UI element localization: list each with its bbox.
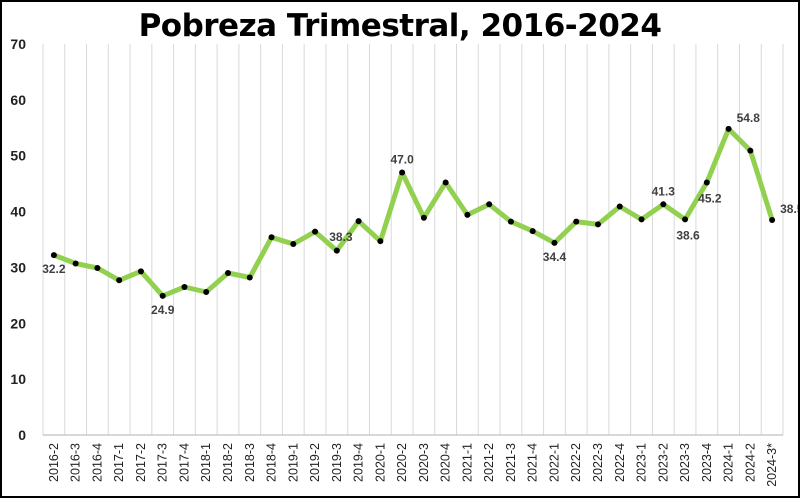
x-tick-label: 2019-3 xyxy=(330,443,344,482)
x-tick-label: 2019-2 xyxy=(308,443,322,482)
data-label: 24.9 xyxy=(151,303,175,317)
data-point xyxy=(312,228,319,235)
data-label: 38.5 xyxy=(780,202,798,216)
x-tick-label: 2022-1 xyxy=(547,443,561,482)
data-label: 38.6 xyxy=(676,228,700,242)
data-point xyxy=(638,216,645,223)
data-point xyxy=(246,274,253,281)
data-point xyxy=(333,247,340,254)
data-point xyxy=(507,218,514,225)
data-point xyxy=(769,216,776,223)
data-point xyxy=(682,216,689,223)
data-point xyxy=(725,125,732,132)
data-point xyxy=(181,283,188,290)
x-tick-label: 2022-4 xyxy=(613,443,627,482)
x-tick-label: 2021-3 xyxy=(504,443,518,482)
data-point xyxy=(660,201,667,208)
x-tick-label: 2024-2 xyxy=(743,443,757,482)
y-tick-label: 10 xyxy=(10,371,26,387)
x-tick-label: 2024-1 xyxy=(722,443,736,482)
data-point xyxy=(747,147,754,154)
y-tick-label: 0 xyxy=(18,427,26,443)
x-tick-label: 2017-4 xyxy=(177,443,191,482)
x-tick-label: 2023-4 xyxy=(700,443,714,482)
data-point xyxy=(94,264,101,271)
x-tick-label: 2018-2 xyxy=(221,443,235,482)
x-tick-label: 2018-1 xyxy=(199,443,213,482)
data-point xyxy=(551,239,558,246)
x-tick-label: 2020-1 xyxy=(373,443,387,482)
data-point xyxy=(399,169,406,176)
x-tick-label: 2023-1 xyxy=(635,443,649,482)
x-tick-label: 2019-4 xyxy=(352,443,366,482)
data-point xyxy=(268,234,275,241)
data-label: 54.8 xyxy=(737,111,761,125)
y-tick-label: 60 xyxy=(10,92,26,108)
x-tick-label: 2020-2 xyxy=(395,443,409,482)
y-tick-label: 40 xyxy=(10,204,26,220)
data-point xyxy=(116,277,123,284)
x-tick-label: 2023-3 xyxy=(678,443,692,482)
x-tick-label: 2022-2 xyxy=(569,443,583,482)
x-tick-label: 2017-2 xyxy=(134,443,148,482)
x-tick-label: 2021-4 xyxy=(526,443,540,482)
x-tick-label: 2017-1 xyxy=(112,443,126,482)
x-tick-label: 2018-3 xyxy=(243,443,257,482)
data-point xyxy=(203,289,210,296)
data-label: 32.2 xyxy=(42,262,66,276)
y-tick-label: 70 xyxy=(10,36,26,52)
x-tick-label: 2021-1 xyxy=(460,443,474,482)
data-label: 34.4 xyxy=(543,250,567,264)
x-tick-label: 2016-2 xyxy=(47,443,61,482)
data-label: 45.2 xyxy=(698,192,722,206)
data-point xyxy=(50,252,57,259)
data-label: 38.3 xyxy=(329,230,353,244)
data-point xyxy=(464,211,471,218)
data-point xyxy=(442,179,449,186)
x-tick-label: 2020-4 xyxy=(439,443,453,482)
data-point xyxy=(72,260,79,267)
x-tick-label: 2022-3 xyxy=(591,443,605,482)
data-point xyxy=(225,270,231,277)
data-label: 47.0 xyxy=(390,152,414,166)
x-tick-label: 2017-3 xyxy=(156,443,170,482)
x-tick-label: 2019-1 xyxy=(286,443,300,482)
data-point xyxy=(616,203,623,210)
y-tick-label: 50 xyxy=(10,148,26,164)
x-tick-label: 2016-4 xyxy=(90,443,104,482)
data-point xyxy=(486,201,493,208)
data-label: 41.3 xyxy=(652,184,676,198)
x-tick-label: 2018-4 xyxy=(265,443,279,482)
x-tick-label: 2021-2 xyxy=(482,443,496,482)
x-tick-label: 2024-3* xyxy=(765,443,779,487)
data-point xyxy=(290,240,297,247)
data-point xyxy=(595,221,601,228)
data-point xyxy=(573,218,580,225)
data-point xyxy=(137,268,144,275)
data-point xyxy=(355,218,362,225)
y-tick-label: 20 xyxy=(10,315,26,331)
data-point xyxy=(420,214,427,221)
data-point xyxy=(377,238,384,245)
chart-title: Pobreza Trimestral, 2016-2024 xyxy=(138,8,662,44)
data-point xyxy=(529,228,536,235)
data-point xyxy=(159,292,166,299)
x-tick-label: 2023-2 xyxy=(656,443,670,482)
series-line xyxy=(51,126,775,299)
data-point xyxy=(703,179,710,186)
x-tick-label: 2020-3 xyxy=(417,443,431,482)
x-tick-label: 2016-3 xyxy=(69,443,83,482)
y-tick-label: 30 xyxy=(10,259,26,275)
